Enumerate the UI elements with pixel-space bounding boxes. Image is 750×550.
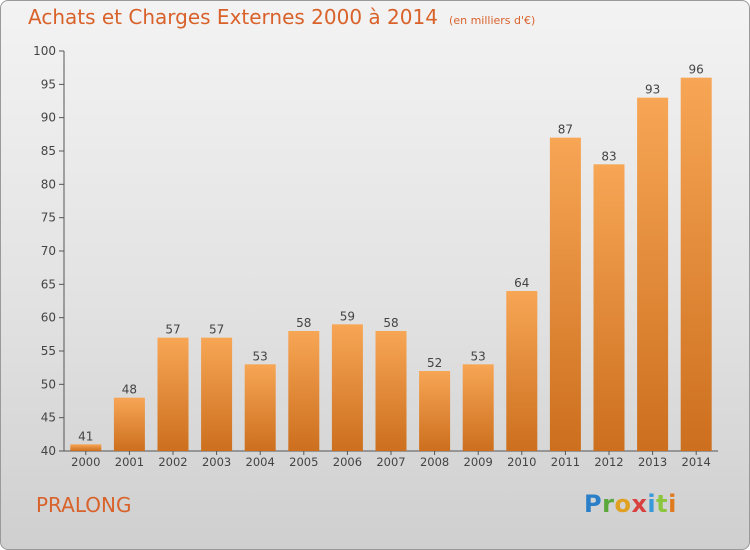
x-tick-label-2008: 2008	[420, 455, 449, 469]
y-tick-label: 95	[41, 77, 56, 91]
x-tick-label-2013: 2013	[638, 455, 667, 469]
bar-2009	[462, 364, 494, 451]
bar-2014	[680, 77, 712, 452]
y-tick-label: 100	[33, 44, 56, 58]
chart-subtitle: (en milliers d'€)	[449, 14, 536, 27]
bar-2011	[549, 137, 581, 451]
y-tick-label: 55	[41, 344, 56, 358]
y-tick-label: 75	[41, 211, 56, 225]
value-label-2013: 93	[645, 83, 660, 97]
bar-2004	[244, 364, 276, 451]
bar-2005	[288, 331, 320, 451]
x-tick-label-2003: 2003	[202, 455, 231, 469]
x-tick-label-2014: 2014	[682, 455, 711, 469]
y-tick-label: 40	[41, 444, 56, 458]
logo-letter: t	[656, 490, 669, 518]
value-label-2001: 48	[122, 383, 137, 397]
y-tick-label: 80	[41, 177, 56, 191]
value-label-2000: 41	[78, 429, 93, 443]
value-label-2010: 64	[514, 276, 529, 290]
value-label-2004: 53	[253, 349, 268, 363]
x-tick-label-2011: 2011	[551, 455, 580, 469]
x-tick-label-2002: 2002	[158, 455, 187, 469]
bar-2003	[201, 337, 233, 451]
value-label-2007: 58	[383, 316, 398, 330]
x-tick-label-2009: 2009	[464, 455, 493, 469]
x-tick-label-2001: 2001	[115, 455, 144, 469]
bar-2007	[375, 331, 407, 451]
y-tick-label: 60	[41, 311, 56, 325]
bar-2013	[637, 97, 669, 452]
value-label-2012: 83	[601, 149, 616, 163]
bar-2002	[157, 337, 189, 451]
bar-2008	[419, 371, 451, 451]
chart-title: Achats et Charges Externes 2000 à 2014	[28, 5, 438, 29]
x-tick-label-2010: 2010	[507, 455, 536, 469]
x-tick-label-2006: 2006	[333, 455, 362, 469]
x-tick-label-2012: 2012	[594, 455, 623, 469]
value-label-2006: 59	[340, 309, 355, 323]
commune-name: PRALONG	[36, 493, 132, 517]
logo-letter: i	[647, 490, 657, 518]
logo-letter: r	[602, 490, 615, 518]
value-label-2014: 96	[689, 63, 704, 77]
title-block: Achats et Charges Externes 2000 à 2014 (…	[28, 5, 535, 29]
y-tick-label: 90	[41, 111, 56, 125]
bar-2010	[506, 291, 538, 451]
x-tick-label-2000: 2000	[71, 455, 100, 469]
y-tick-label: 50	[41, 377, 56, 391]
y-tick-label: 45	[41, 411, 56, 425]
x-tick-label-2007: 2007	[376, 455, 405, 469]
y-tick-label: 70	[41, 244, 56, 258]
value-label-2008: 52	[427, 356, 442, 370]
bar-2001	[113, 397, 145, 451]
y-tick-label: 65	[41, 277, 56, 291]
value-label-2009: 53	[471, 349, 486, 363]
logo-letter: x	[631, 490, 648, 518]
bar-2000	[70, 444, 102, 451]
value-label-2002: 57	[165, 323, 180, 337]
value-label-2011: 87	[558, 123, 573, 137]
proxiti-logo[interactable]: Proxiti	[584, 490, 677, 518]
value-label-2005: 58	[296, 316, 311, 330]
bar-2012	[593, 164, 625, 452]
bar-2006	[331, 324, 363, 451]
logo-letter: i	[668, 490, 677, 518]
y-tick-label: 85	[41, 144, 56, 158]
x-tick-label-2005: 2005	[289, 455, 318, 469]
value-label-2003: 57	[209, 323, 224, 337]
x-tick-label-2004: 2004	[246, 455, 275, 469]
logo-letter: P	[584, 490, 603, 518]
logo-letter: o	[614, 490, 632, 518]
